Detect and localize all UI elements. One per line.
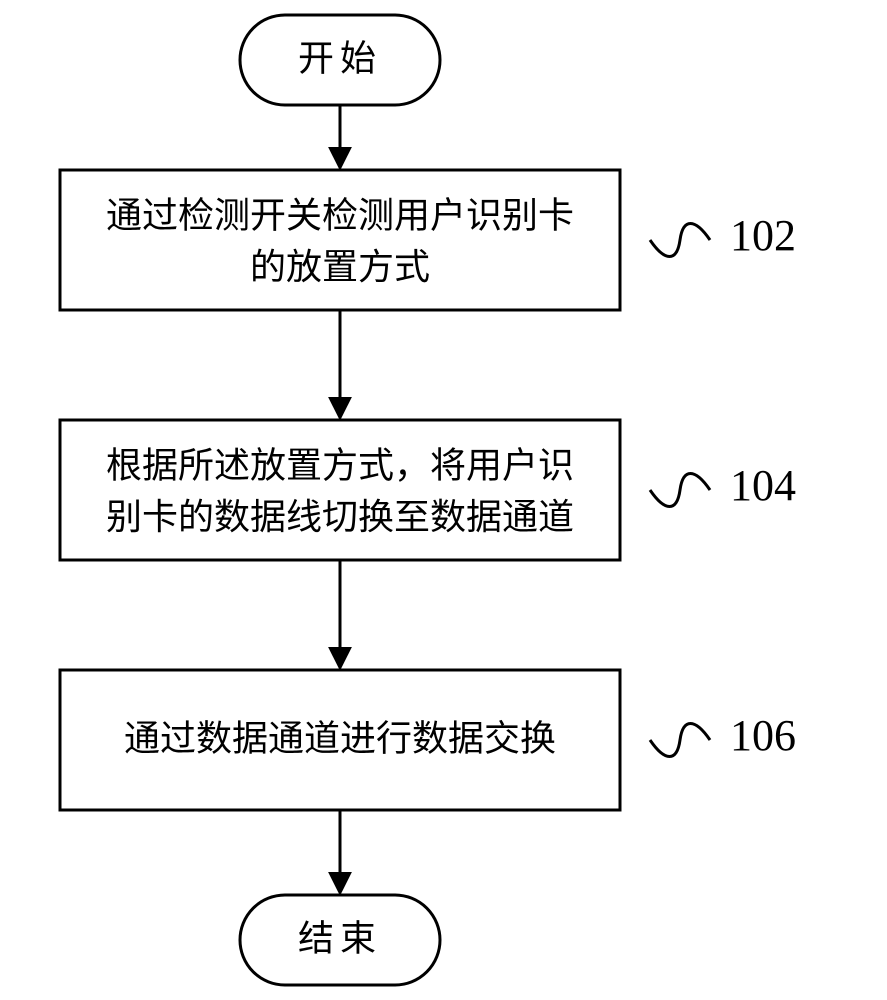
terminator-start: 开始 (240, 15, 440, 105)
process-step-1-text-line1: 通过检测开关检测用户识别卡 (106, 195, 574, 235)
connector-wave-3 (650, 724, 710, 757)
step-label-2: 104 (730, 461, 796, 510)
terminator-end-label: 结束 (298, 918, 382, 958)
process-step-3-text-line1: 通过数据通道进行数据交换 (124, 718, 556, 758)
step-label-1: 102 (730, 211, 796, 260)
process-step-2-text-line2: 别卡的数据线切换至数据通道 (106, 497, 574, 537)
process-step-1-text-line2: 的放置方式 (250, 247, 430, 287)
step-label-3: 106 (730, 711, 796, 760)
process-step-2-text-line1: 根据所述放置方式，将用户识 (106, 445, 574, 485)
process-step-1: 通过检测开关检测用户识别卡 的放置方式 102 (60, 170, 796, 310)
process-step-1-box (60, 170, 620, 310)
terminator-end: 结束 (240, 895, 440, 985)
process-step-3: 通过数据通道进行数据交换 106 (60, 670, 796, 810)
terminator-start-label: 开始 (298, 38, 382, 78)
process-step-2-box (60, 420, 620, 560)
flowchart-diagram: 开始 通过检测开关检测用户识别卡 的放置方式 102 根据所述放置方式，将用户识… (0, 0, 887, 1000)
connector-wave-2 (650, 474, 710, 507)
process-step-2: 根据所述放置方式，将用户识 别卡的数据线切换至数据通道 104 (60, 420, 796, 560)
connector-wave-1 (650, 224, 710, 257)
